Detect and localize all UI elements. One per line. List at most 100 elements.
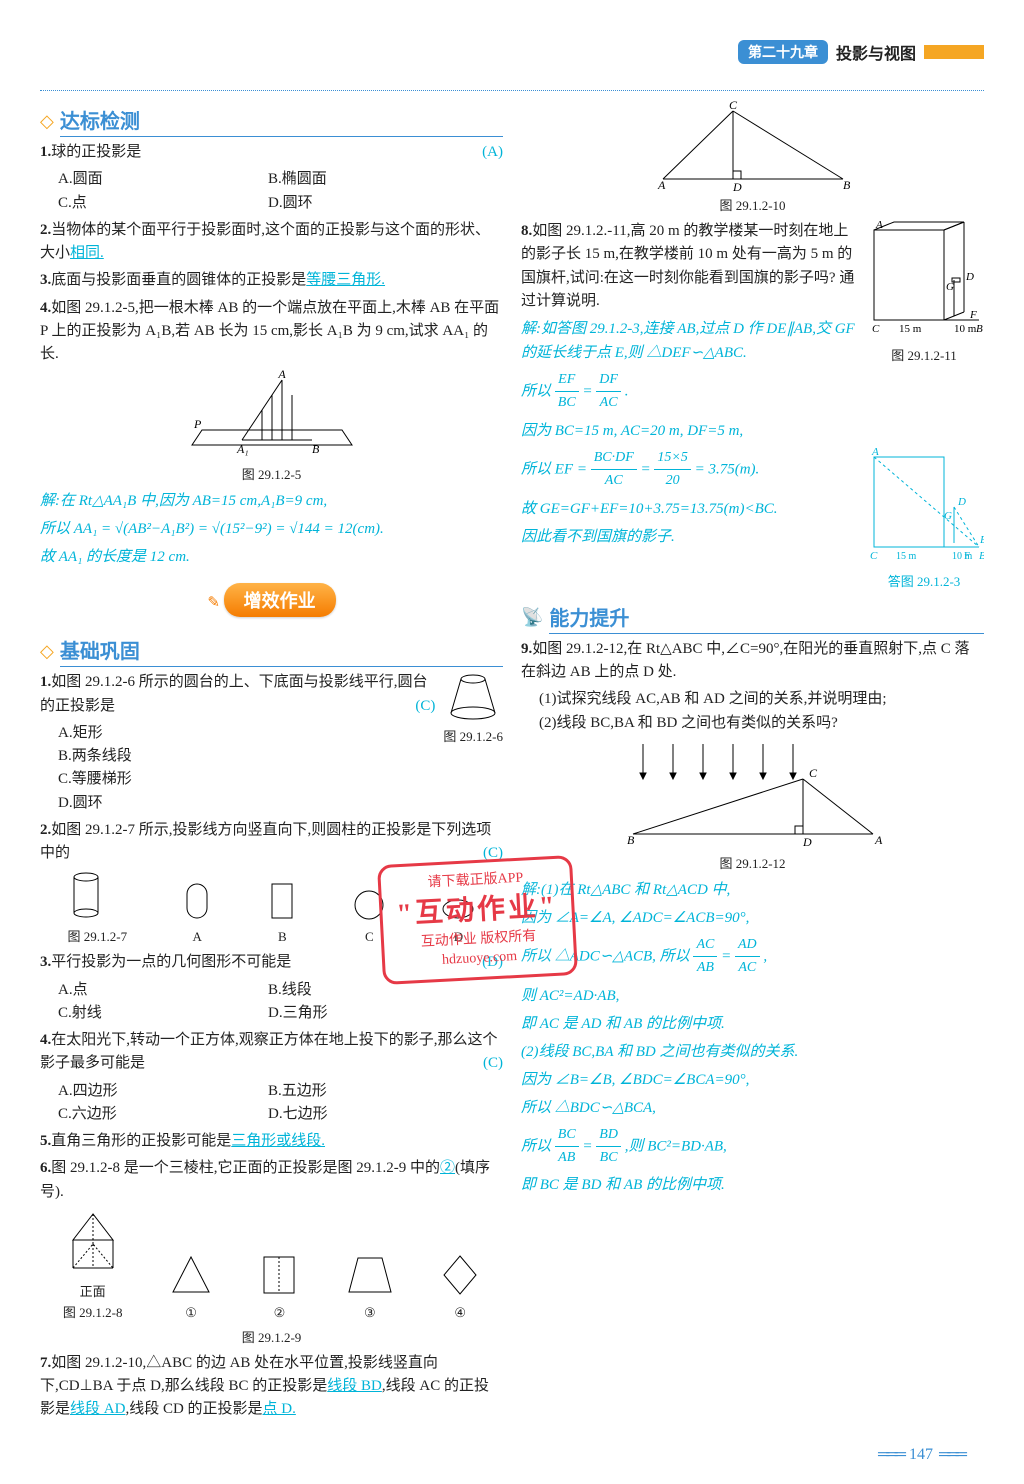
q1-optD: D.圆环: [268, 192, 448, 215]
b2-answer: (C): [483, 842, 503, 865]
svg-text:P: P: [193, 417, 202, 431]
q8-sol2: 所以 EFBC = DFAC .: [521, 369, 984, 415]
q9-sol3: 所以 △ADC∽△ACB, 所以 ACAB = ADAC ,: [521, 934, 984, 980]
q4-solution-3: 故 AA₁ 的长度是 12 cm.: [40, 545, 503, 569]
b2-shapeB: B: [267, 880, 297, 945]
chapter-title: 投影与视图: [836, 40, 916, 64]
b3-options: A.点 B.线段 C.射线 D.三角形: [40, 979, 503, 1026]
svg-text:10 m: 10 m: [954, 323, 977, 335]
page-header: 第二十九章 投影与视图: [738, 40, 984, 64]
q9-sub2: (2)线段 BC,BA 和 BD 之间也有类似的关系吗?: [521, 712, 984, 735]
question-b5: 5.直角三角形的正投影可能是三角形或线段.: [40, 1130, 503, 1153]
q1-options: A.圆面 B.椭圆面 C.点 D.圆环: [40, 168, 503, 215]
question-1: 1.球的正投影是 (A): [40, 141, 503, 164]
q9-sol4: 则 AC²=AD·AB,: [521, 984, 984, 1008]
figure-29-1-2-5: A A₁ B P: [182, 370, 362, 460]
svg-text:G: G: [946, 281, 954, 293]
section-title: 基础巩固: [60, 635, 503, 667]
q9-sol10: 即 BC 是 BD 和 AB 的比例中项.: [521, 1173, 984, 1197]
svg-text:B: B: [976, 323, 983, 335]
figure-29-1-2-12: B D A C: [613, 739, 893, 849]
fig-29-1-2-6: 图 29.1.2-6: [443, 671, 503, 747]
svg-text:C: C: [872, 323, 880, 335]
svg-text:B: B: [312, 442, 320, 456]
q4-solution-2: 所以 AA₁ = √(AB²−A₁B²) = √(15²−9²) = √144 …: [40, 517, 503, 541]
b6-s3: ③: [345, 1252, 395, 1321]
b2-shapeD: D: [441, 896, 475, 945]
section-nengli: 📡 能力提升: [521, 602, 984, 634]
antenna-icon: 📡: [521, 607, 543, 628]
svg-text:C: C: [809, 766, 818, 780]
left-column: ◇ 达标检测 1.球的正投影是 (A) A.圆面 B.椭圆面 C.点 D.圆环 …: [40, 97, 503, 1426]
svg-text:A: A: [871, 447, 879, 458]
section-title: 达标检测: [60, 105, 503, 137]
right-column: C A D B 图 29.1.2-10 A D G F B: [521, 97, 984, 1426]
svg-text:A: A: [657, 178, 666, 191]
q1-optB: B.椭圆面: [268, 168, 448, 191]
question-2: 2.当物体的某个面平行于投影面时,这个面的正投影与这个面的形状、大小相同.: [40, 219, 503, 266]
svg-text:D: D: [802, 835, 812, 849]
q2-answer: 相同.: [70, 245, 104, 261]
b6-s2: ②: [259, 1252, 299, 1321]
fig-29-1-2-11: A D G F B C 10 m 15 m 图 29.1.2-11: [864, 220, 984, 366]
svg-text:A: A: [875, 220, 883, 231]
compass-icon: ◇: [40, 641, 54, 662]
question-b4: 4.在太阳光下,转动一个正方体,观察正方体在地上投下的影子,那么这个影子最多可能…: [40, 1029, 503, 1076]
svg-text:15 m: 15 m: [896, 551, 917, 562]
section-dabiao: ◇ 达标检测: [40, 105, 503, 137]
svg-text:C: C: [870, 550, 878, 562]
b1-answer: (C): [415, 695, 435, 718]
q9-sol6: (2)线段 BC,BA 和 BD 之间也有类似的关系.: [521, 1040, 984, 1064]
q3-answer: 等腰三角形.: [306, 272, 385, 288]
svg-text:F: F: [969, 309, 977, 321]
badge-zengxiao-wrap: ✎ 增效作业: [40, 573, 503, 627]
b6-s4: ④: [440, 1252, 480, 1321]
badge-zengxiao: 增效作业: [224, 583, 336, 617]
svg-text:10 m: 10 m: [952, 551, 973, 562]
b2-shapes: 图 29.1.2-7 A B C D: [40, 871, 503, 945]
page-number: ═══ 147 ═══: [878, 1446, 964, 1464]
question-4: 4.如图 29.1.2-5,把一根木棒 AB 的一个端点放在平面上,木棒 AB …: [40, 297, 503, 367]
header-accent: [924, 45, 984, 59]
q1-answer: (A): [482, 141, 503, 164]
content-columns: ◇ 达标检测 1.球的正投影是 (A) A.圆面 B.椭圆面 C.点 D.圆环 …: [40, 97, 984, 1426]
compass-icon: ◇: [40, 111, 54, 132]
q9-sol7: 因为 ∠B=∠B, ∠BDC=∠BCA=90°,: [521, 1068, 984, 1092]
section-jichu: ◇ 基础巩固: [40, 635, 503, 667]
b2-shapeC: C: [352, 888, 386, 945]
svg-text:A: A: [277, 370, 286, 381]
q9-sol2: 因为 ∠A=∠A, ∠ADC=∠ACB=90°,: [521, 906, 984, 930]
b4-answer: (C): [483, 1052, 503, 1075]
fig-caption-9: 图 29.1.2-9: [40, 1327, 503, 1346]
q9-sub1: (1)试探究线段 AC,AB 和 AD 之间的关系,并说明理由;: [521, 688, 984, 711]
q1-optC: C.点: [58, 192, 238, 215]
svg-text:D: D: [965, 271, 974, 283]
svg-text:A: A: [874, 833, 883, 847]
chapter-badge: 第二十九章: [738, 40, 828, 64]
b2-cylinder: 图 29.1.2-7: [68, 871, 128, 945]
page-deco-right: ═══: [939, 1446, 964, 1464]
b6-shapes: → 正面 图 29.1.2-8 ① ② ③ ④: [40, 1210, 503, 1321]
q9-sol1: 解:(1)在 Rt△ABC 和 Rt△ACD 中,: [521, 878, 984, 902]
ans-fig-29-1-2-3: A D G E F B C 10 m 15 m 答图 29.1.2-3: [864, 447, 984, 590]
b3-answer: (D): [482, 951, 503, 974]
header-divider: [40, 90, 984, 91]
q9-sol9: 所以 BCAB = BDBC ,则 BC²=BD·AB,: [521, 1124, 984, 1170]
question-b2: 2.如图 29.1.2-7 所示,投影线方向竖直向下,则圆柱的正投影是下列选项中…: [40, 819, 503, 866]
svg-text:15 m: 15 m: [899, 323, 922, 335]
question-3: 3.底面与投影面垂直的圆锥体的正投影是等腰三角形.: [40, 269, 503, 292]
svg-text:D: D: [957, 496, 966, 508]
svg-text:D: D: [732, 180, 742, 191]
q9-sol5: 即 AC 是 AD 和 AB 的比例中项.: [521, 1012, 984, 1036]
q9-sol8: 所以 △BDC∽△BCA,: [521, 1096, 984, 1120]
svg-text:B: B: [627, 833, 635, 847]
q8-sol3: 因为 BC=15 m, AC=20 m, DF=5 m,: [521, 419, 984, 443]
q4-solution-1: 解:在 Rt△AA₁B 中,因为 AB=15 cm,A₁B=9 cm,: [40, 489, 503, 513]
question-9: 9.如图 29.1.2-12,在 Rt△ABC 中,∠C=90°,在阳光的垂直照…: [521, 638, 984, 685]
svg-text:C: C: [728, 101, 737, 112]
page-deco-left: ═══: [878, 1446, 903, 1464]
pencil-icon: ✎: [207, 595, 220, 611]
fig-caption-5: 图 29.1.2-5: [40, 464, 503, 483]
b4-options: A.四边形 B.五边形 C.六边形 D.七边形: [40, 1080, 503, 1127]
svg-text:B: B: [979, 550, 984, 562]
